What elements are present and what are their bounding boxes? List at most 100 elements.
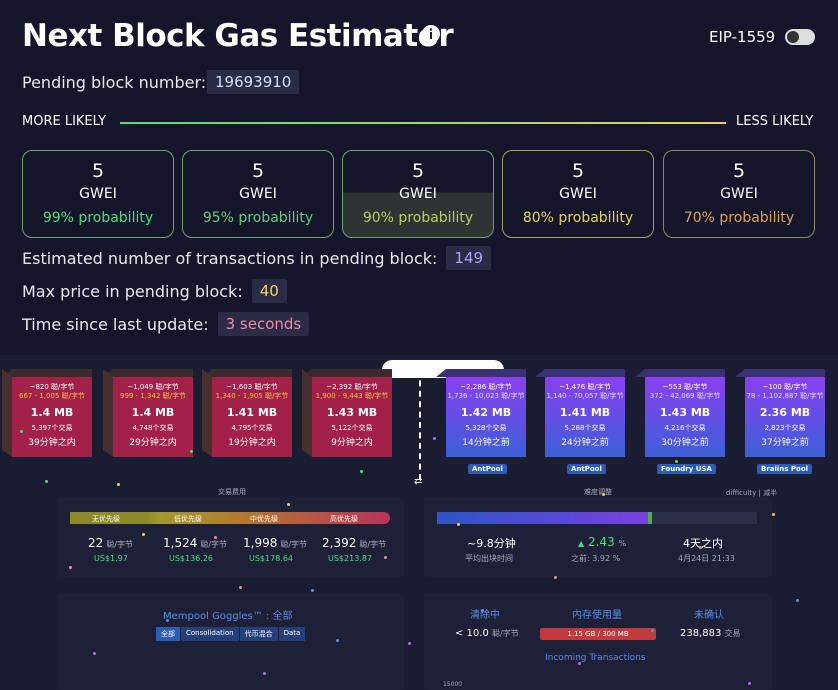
dot — [239, 586, 242, 589]
gas-card: 5 GWEI 90% probability — [342, 150, 494, 238]
memory-usage: 1.15 GB / 300 MB — [540, 628, 656, 640]
dot — [263, 672, 266, 675]
fee-usd: US$1.97 — [94, 554, 128, 563]
dot — [287, 503, 290, 506]
fee-usd: US$136.26 — [169, 554, 214, 563]
block-top — [635, 369, 725, 377]
remaining: 4天之内 — [683, 537, 723, 550]
fee-number: 1,998 — [243, 536, 278, 550]
gas-card: 5 GWEI 95% probability — [182, 150, 334, 238]
block[interactable]: ~1,049 聪/字节 999 - 1,342 聪/字节 1.4 MB 4,748个交… — [113, 377, 193, 457]
dot — [433, 437, 436, 440]
fee-label: 低优先级 — [174, 515, 202, 523]
dot — [336, 639, 339, 642]
gas-card: 5 GWEI 80% probability — [502, 150, 654, 238]
dot — [457, 523, 460, 526]
block-median: ~1,476 聪/字节 — [559, 383, 611, 391]
block-side — [2, 369, 12, 457]
block-median: ~553 聪/字节 — [662, 383, 708, 391]
pool-badge: Braiins Pool — [757, 464, 813, 474]
change-value: ▲ 2.43 % — [578, 535, 627, 549]
fee-usd: US$213.87 — [328, 554, 373, 563]
block-median: ~1,049 聪/字节 — [127, 383, 179, 391]
block-range: 1,140 - 70,057 聪/字节 — [546, 392, 624, 401]
memory-header: 未确认 — [694, 610, 724, 621]
dot — [651, 629, 654, 632]
pool-badge: Foundry USA — [657, 464, 716, 474]
difficulty-panel — [424, 497, 772, 577]
info-icon[interactable] — [421, 24, 441, 44]
difficulty-title: 难度调整 — [584, 488, 612, 496]
block-time: 30分钟之前 — [661, 438, 709, 449]
toggle-label: EIP-1559 — [709, 28, 776, 46]
filter-tag[interactable]: Data — [278, 627, 306, 641]
probability: 70% probability — [683, 210, 795, 226]
block-time: 37分钟之前 — [761, 438, 809, 449]
dot — [45, 480, 48, 483]
dot — [69, 566, 72, 569]
divider — [419, 370, 421, 480]
probability: 90% probability — [362, 210, 474, 226]
block-size: 1.42 MB — [460, 405, 512, 419]
memory-header: 内存使用量 — [572, 610, 622, 621]
probability: 95% probability — [202, 210, 314, 226]
gas-unit: GWEI — [399, 186, 437, 202]
fee-label: 中优先级 — [250, 515, 278, 523]
block-txs: 2,823个交易 — [764, 423, 806, 432]
gas-unit: GWEI — [239, 186, 277, 202]
filter-tag[interactable]: 代币混合 — [239, 627, 278, 641]
block[interactable]: ~1,476 聪/字节 1,140 - 70,057 聪/字节 1.41 MB 5,2… — [545, 377, 625, 457]
block-time: 14分钟之前 — [462, 438, 510, 449]
dot — [554, 576, 557, 579]
pending-value: 19693910 — [207, 70, 300, 94]
change: 2.43 — [587, 535, 615, 549]
fee-value: 2,392 聪/字节 — [322, 536, 386, 550]
goggles-title[interactable]: Mempool Goggles™ : 全部 — [163, 611, 293, 622]
difficulty-marker — [648, 512, 652, 524]
block-size: 1.4 MB — [131, 405, 175, 419]
block[interactable]: ~1,603 聪/字节 1,340 - 1,905 聪/字节 1.41 MB 4,79… — [212, 377, 292, 457]
swap-icon[interactable]: ⇄ — [414, 476, 423, 487]
pending-label: Pending block number: — [22, 73, 207, 92]
purging: < 10.0 聪/字节 — [455, 628, 519, 639]
block[interactable]: ~2,286 聪/字节 1,736 - 10,023 聪/字节 1.42 MB 5,3… — [446, 377, 526, 457]
block-range: 1,736 - 10,023 聪/字节 — [447, 392, 525, 401]
gas-card: 5 GWEI 99% probability — [22, 150, 174, 238]
block[interactable]: ~820 聪/字节 667 - 1,005 聪/字节 1.4 MB 5,397个交易 3… — [12, 377, 92, 457]
block-median: ~100 聪/字节 — [762, 383, 808, 391]
dot — [772, 513, 775, 516]
dot — [481, 609, 484, 612]
dot — [408, 642, 411, 645]
block[interactable]: ~100 聪/字节 78 - 1,102,887 聪/字节 2.36 MB 2,823… — [745, 377, 825, 457]
gas-unit: GWEI — [720, 186, 758, 202]
filter-tag[interactable]: Consolidation — [181, 627, 239, 641]
stat-label: Time since last update: — [22, 315, 209, 334]
fee-value: 1,998 聪/字节 — [243, 536, 307, 550]
toggle[interactable] — [785, 29, 815, 45]
filter-tag[interactable]: 全部 — [156, 627, 180, 641]
purging-value: < 10.0 — [455, 628, 489, 639]
fee-value: 22 聪/字节 — [88, 536, 133, 550]
block-top — [2, 369, 92, 377]
pool-badge: AntPool — [567, 464, 606, 474]
block-top — [202, 369, 292, 377]
block[interactable]: ~553 聪/字节 372 - 42,069 聪/字节 1.43 MB 4,216个交… — [645, 377, 725, 457]
difficulty-tabs[interactable]: difficulty | 减半 — [726, 489, 778, 497]
block[interactable]: ~2,392 聪/字节 1,900 - 9,443 聪/字节 1.43 MB 5,12… — [312, 377, 392, 457]
fee-usd: US$178.64 — [249, 554, 294, 563]
probability: 99% probability — [42, 210, 154, 226]
dot — [602, 493, 605, 496]
block-range: 78 - 1,102,887 聪/字节 — [746, 392, 824, 401]
stat-value: 40 — [251, 279, 287, 303]
more-likely: MORE LIKELY — [22, 114, 107, 129]
fees-title: 交易费用 — [218, 488, 246, 496]
axis-label: 15000 — [443, 681, 463, 688]
block-range: 372 - 42,069 聪/字节 — [649, 392, 721, 401]
block-top — [103, 369, 193, 377]
goggles-panel — [58, 593, 404, 690]
block-size: 1.41 MB — [226, 405, 278, 419]
fee-label: 无优先级 — [92, 515, 120, 523]
block-top — [735, 369, 825, 377]
block-top — [436, 369, 526, 377]
